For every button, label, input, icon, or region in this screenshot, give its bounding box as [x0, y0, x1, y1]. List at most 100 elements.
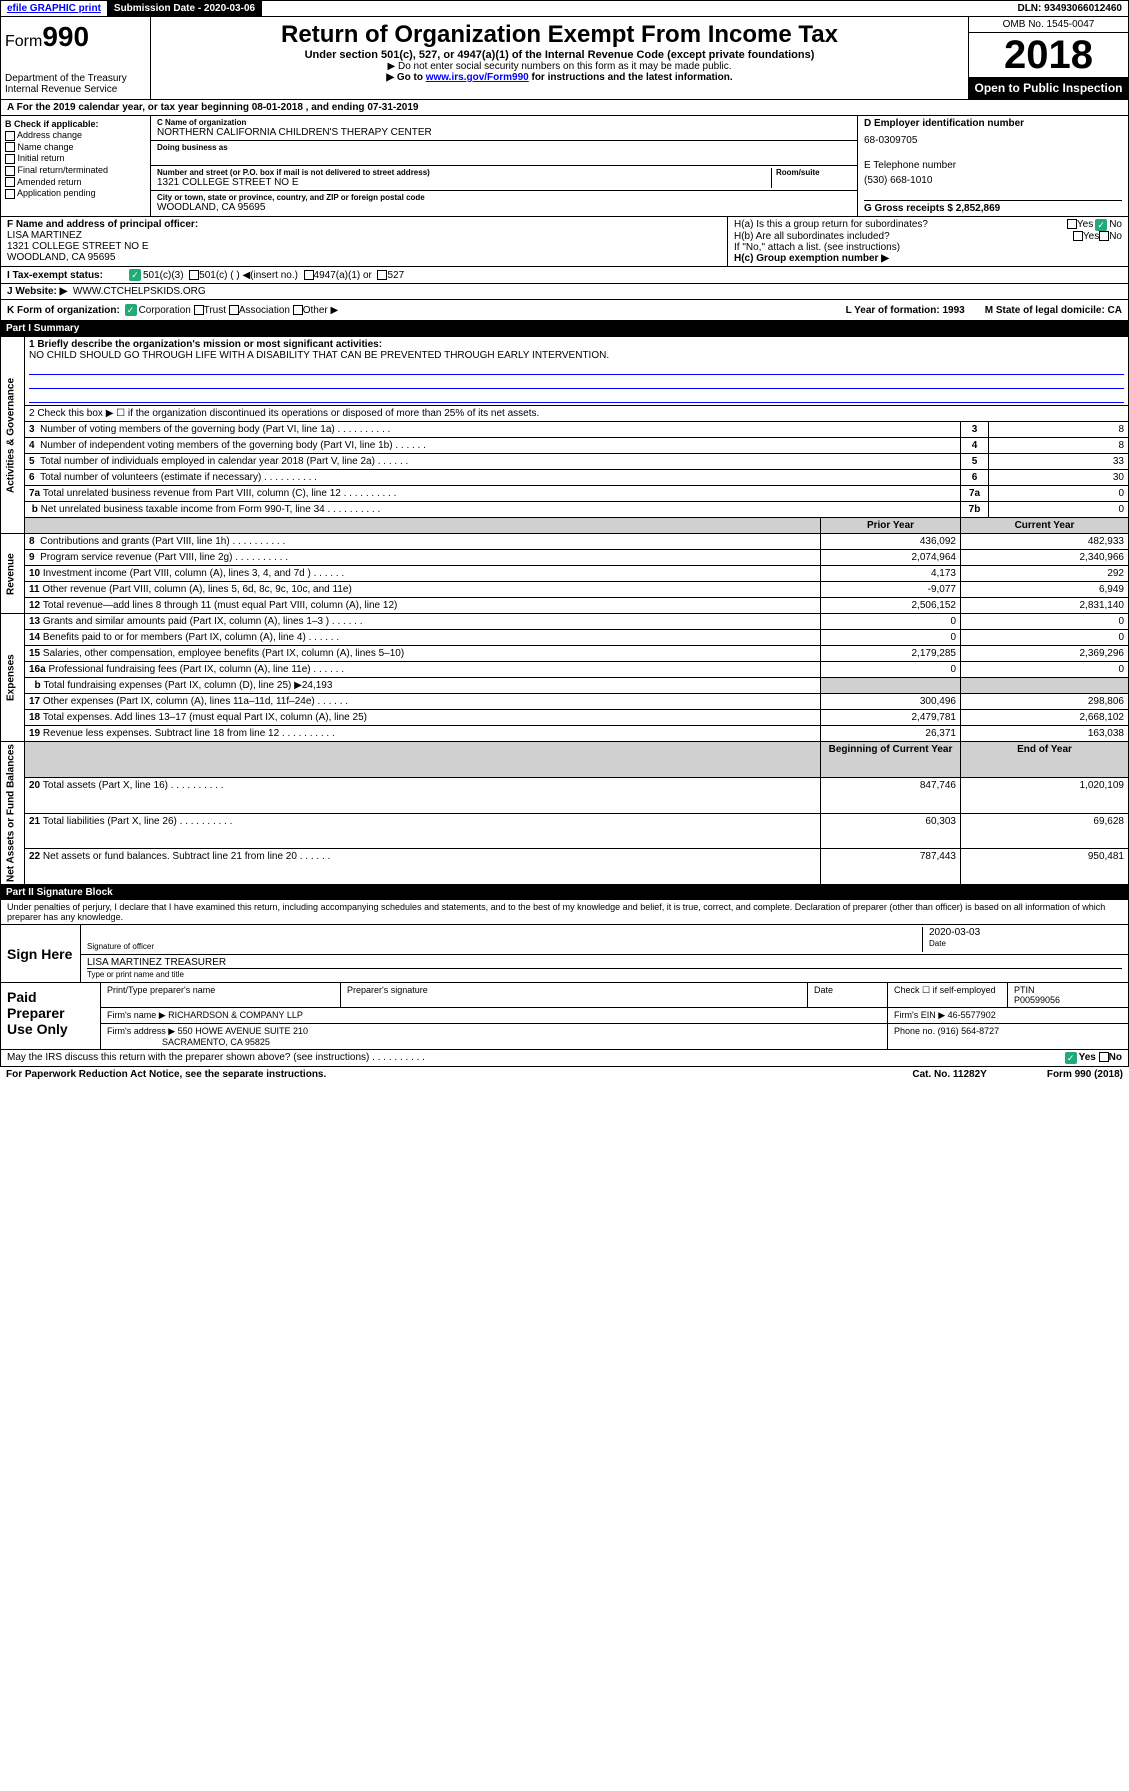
- hb-no: No: [1109, 231, 1122, 242]
- prep-date-label: Date: [808, 983, 888, 1007]
- rev-10-c: 292: [961, 566, 1129, 582]
- chk-corp[interactable]: ✓: [125, 304, 137, 316]
- ag-5-b: 5: [961, 454, 989, 470]
- irs-link[interactable]: www.irs.gov/Form990: [426, 72, 529, 83]
- chk-discuss-yes[interactable]: ✓: [1065, 1052, 1077, 1064]
- chk-4947[interactable]: [304, 270, 314, 280]
- chk-ha-no[interactable]: ✓: [1095, 219, 1107, 231]
- gross-receipts: G Gross receipts $ 2,852,869: [864, 203, 1000, 214]
- website-val: WWW.CTCHELPSKIDS.ORG: [73, 286, 206, 297]
- website-label: J Website: ▶: [7, 286, 67, 297]
- goto-post: for instructions and the latest informat…: [529, 72, 733, 83]
- paid-right: Print/Type preparer's name Preparer's si…: [101, 983, 1128, 1049]
- chk-other[interactable]: [293, 305, 303, 315]
- chk-527[interactable]: [377, 270, 387, 280]
- rev-8-p: 436,092: [821, 534, 961, 550]
- line1-label: 1 Briefly describe the organization's mi…: [29, 339, 382, 350]
- chk-hb-no[interactable]: [1099, 231, 1109, 241]
- line2-row: 2 Check this box ▶ ☐ if the organization…: [25, 406, 1129, 422]
- part1-header: Part I Summary: [0, 321, 1129, 336]
- sig-date-label: Date: [929, 939, 946, 948]
- ag-3-b: 3: [961, 422, 989, 438]
- opt-other: Other ▶: [303, 305, 338, 316]
- top-bar: efile GRAPHIC print Submission Date - 20…: [0, 0, 1129, 17]
- chk-ha-yes[interactable]: [1067, 219, 1077, 229]
- chk-application-pending[interactable]: [5, 189, 15, 199]
- ein-val: 68-0309705: [864, 135, 1122, 146]
- paperwork-notice: For Paperwork Reduction Act Notice, see …: [6, 1069, 326, 1080]
- ag-7b-b: 7b: [961, 502, 989, 518]
- chk-amended[interactable]: [5, 177, 15, 187]
- discuss-row: May the IRS discuss this return with the…: [0, 1050, 1129, 1067]
- lbl-initial-return: Initial return: [18, 153, 65, 163]
- chk-address-change[interactable]: [5, 131, 15, 141]
- note-ssn: ▶ Do not enter social security numbers o…: [155, 61, 964, 72]
- ag-4-t: 4 Number of independent voting members o…: [25, 438, 961, 454]
- chk-discuss-no[interactable]: [1099, 1052, 1109, 1062]
- state-domicile: M State of legal domicile: CA: [985, 305, 1122, 316]
- chk-501c[interactable]: [189, 270, 199, 280]
- sign-here-label: Sign Here: [1, 925, 81, 982]
- org-name: NORTHERN CALIFORNIA CHILDREN'S THERAPY C…: [157, 127, 851, 138]
- sig-name-label: Type or print name and title: [87, 970, 184, 979]
- year-formation: L Year of formation: 1993: [846, 305, 965, 316]
- hc-label: H(c) Group exemption number ▶: [734, 253, 889, 264]
- exp-17-c: 298,806: [961, 694, 1129, 710]
- col-d: D Employer identification number 68-0309…: [858, 116, 1128, 216]
- net-21-p: 60,303: [821, 813, 961, 849]
- phone-val: (530) 668-1010: [864, 175, 1122, 186]
- ag-4-v: 8: [989, 438, 1129, 454]
- rev-12-p: 2,506,152: [821, 598, 961, 614]
- city-val: WOODLAND, CA 95695: [157, 202, 851, 213]
- chk-assoc[interactable]: [229, 305, 239, 315]
- side-exp: Expenses: [1, 614, 25, 742]
- sig-section: Under penalties of perjury, I declare th…: [0, 900, 1129, 983]
- exp-19-c: 163,038: [961, 726, 1129, 742]
- ag-7b-v: 0: [989, 502, 1129, 518]
- net-21-t: 21 Total liabilities (Part X, line 26): [25, 813, 821, 849]
- col-h: H(a) Is this a group return for subordin…: [728, 217, 1128, 266]
- discuss-text: May the IRS discuss this return with the…: [7, 1052, 1063, 1064]
- hdr-beg: Beginning of Current Year: [821, 742, 961, 778]
- row-k-form-org: K Form of organization: ✓ Corporation Tr…: [0, 300, 1129, 321]
- line1-row: 1 Briefly describe the organization's mi…: [25, 337, 1129, 406]
- discuss-yes: Yes: [1079, 1052, 1096, 1064]
- goto-pre: ▶ Go to: [386, 72, 425, 83]
- hdr-current: Current Year: [961, 518, 1129, 534]
- efile-link[interactable]: efile GRAPHIC print: [7, 3, 101, 14]
- ag-6-v: 30: [989, 470, 1129, 486]
- firm-name: RICHARDSON & COMPANY LLP: [168, 1010, 303, 1020]
- opt-527: 527: [387, 270, 404, 281]
- col-f-officer: F Name and address of principal officer:…: [1, 217, 728, 266]
- org-name-label: C Name of organization: [157, 118, 851, 127]
- ptin-val: P00599056: [1014, 995, 1060, 1005]
- lbl-amended: Amended return: [17, 177, 82, 187]
- hdr-prior: Prior Year: [821, 518, 961, 534]
- row-i-tax-status: I Tax-exempt status: ✓ 501(c)(3) 501(c) …: [0, 267, 1129, 284]
- addr-label: Number and street (or P.O. box if mail i…: [157, 168, 771, 177]
- line1-val: NO CHILD SHOULD GO THROUGH LIFE WITH A D…: [29, 350, 609, 361]
- header-right: OMB No. 1545-0047 2018 Open to Public In…: [968, 17, 1128, 99]
- chk-name-change[interactable]: [5, 142, 15, 152]
- chk-trust[interactable]: [194, 305, 204, 315]
- exp-14-c: 0: [961, 630, 1129, 646]
- chk-initial-return[interactable]: [5, 154, 15, 164]
- exp-13-p: 0: [821, 614, 961, 630]
- part1-header-text: Part I Summary: [6, 323, 79, 334]
- dept-treasury: Department of the Treasury: [5, 73, 146, 84]
- open-public-badge: Open to Public Inspection: [969, 77, 1128, 99]
- lbl-final-return: Final return/terminated: [18, 165, 109, 175]
- prep-sig-label: Preparer's signature: [341, 983, 808, 1007]
- chk-501c3[interactable]: ✓: [129, 269, 141, 281]
- paid-row1: Print/Type preparer's name Preparer's si…: [101, 983, 1128, 1008]
- perjury-text: Under penalties of perjury, I declare th…: [1, 900, 1128, 924]
- officer-addr2: WOODLAND, CA 95695: [7, 252, 721, 263]
- ag-6-t: 6 Total number of volunteers (estimate i…: [25, 470, 961, 486]
- exp-16b-p: [821, 678, 961, 694]
- form-org-label: K Form of organization:: [7, 305, 120, 316]
- chk-final-return[interactable]: [5, 166, 15, 176]
- line-a-text: A For the 2019 calendar year, or tax yea…: [7, 102, 418, 113]
- col-b-header: B Check if applicable:: [5, 119, 99, 129]
- exp-19-t: 19 Revenue less expenses. Subtract line …: [25, 726, 821, 742]
- chk-hb-yes[interactable]: [1073, 231, 1083, 241]
